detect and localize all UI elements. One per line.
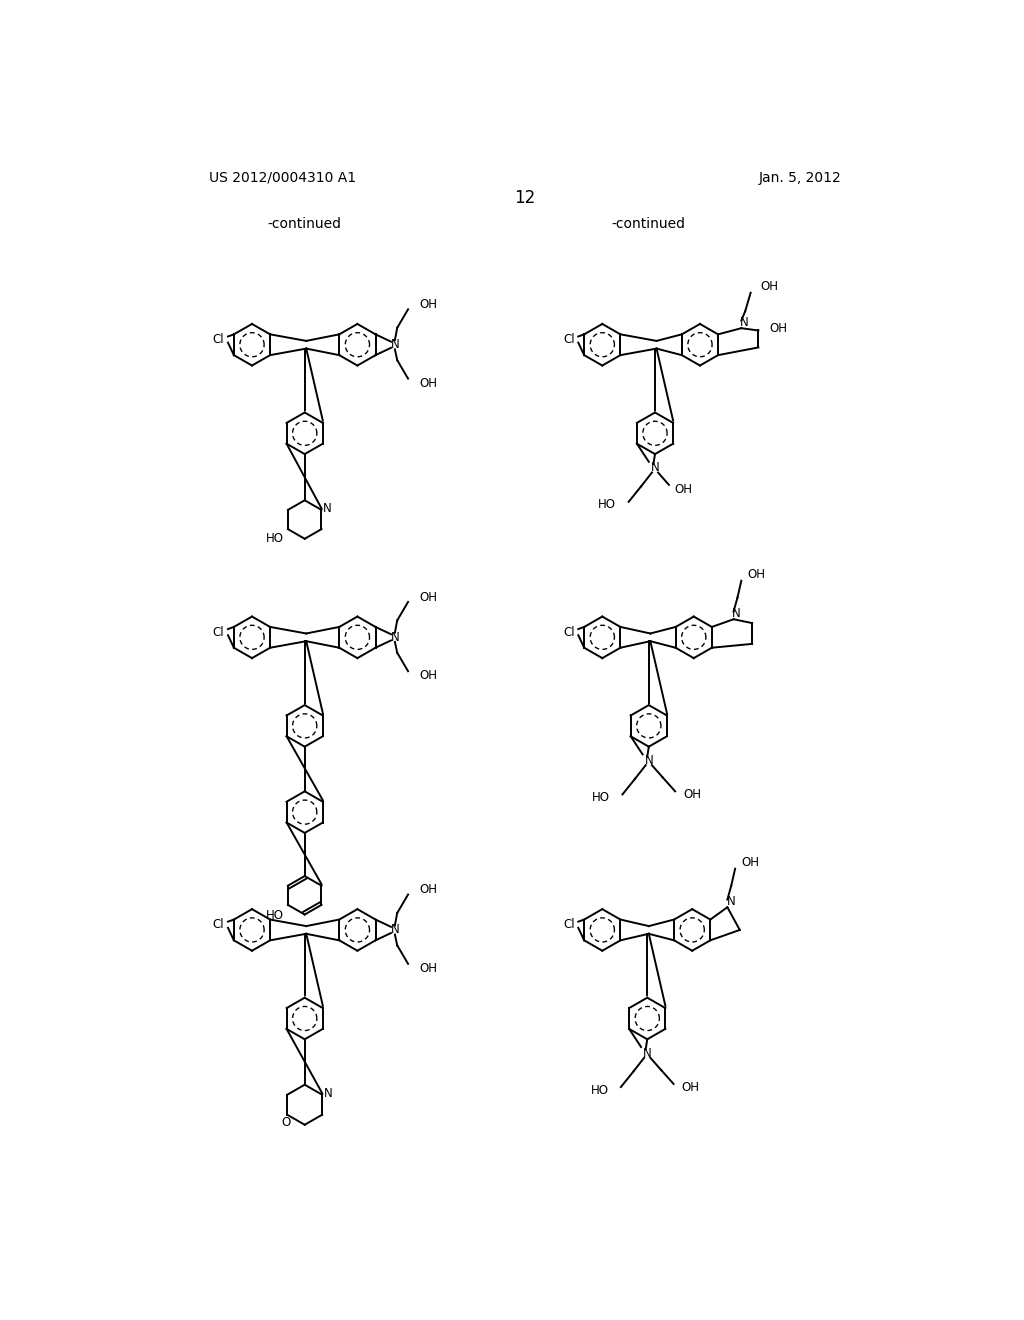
Text: HO: HO [598, 499, 616, 511]
Text: US 2012/0004310 A1: US 2012/0004310 A1 [209, 170, 356, 185]
Text: N: N [732, 607, 741, 620]
Text: N: N [644, 754, 653, 767]
Text: N: N [740, 317, 749, 329]
Text: N: N [390, 631, 399, 644]
Text: Cl: Cl [213, 626, 224, 639]
Text: Jan. 5, 2012: Jan. 5, 2012 [758, 170, 841, 185]
Text: -continued: -continued [267, 216, 342, 231]
Text: -continued: -continued [611, 216, 686, 231]
Text: Cl: Cl [563, 333, 574, 346]
Text: OH: OH [741, 857, 760, 869]
Text: OH: OH [681, 1081, 699, 1093]
Text: HO: HO [592, 791, 610, 804]
Text: HO: HO [266, 532, 284, 545]
Text: Cl: Cl [563, 626, 574, 639]
Text: N: N [324, 502, 332, 515]
Text: OH: OH [683, 788, 700, 801]
Text: Cl: Cl [213, 333, 224, 346]
Text: OH: OH [419, 883, 437, 896]
Text: N: N [650, 462, 659, 474]
Text: OH: OH [675, 483, 692, 496]
Text: O: O [281, 1115, 291, 1129]
Text: 12: 12 [514, 190, 536, 207]
Text: HO: HO [591, 1084, 608, 1097]
Text: N: N [390, 338, 399, 351]
Text: OH: OH [419, 669, 437, 682]
Text: OH: OH [419, 298, 437, 312]
Text: OH: OH [760, 280, 778, 293]
Text: N: N [324, 1086, 333, 1100]
Text: OH: OH [769, 322, 787, 335]
Text: OH: OH [419, 591, 437, 603]
Text: Cl: Cl [213, 919, 224, 931]
Text: OH: OH [419, 962, 437, 975]
Text: OH: OH [748, 568, 766, 581]
Text: N: N [643, 1047, 651, 1060]
Text: HO: HO [266, 909, 284, 923]
Text: OH: OH [419, 376, 437, 389]
Text: N: N [727, 895, 735, 908]
Text: N: N [390, 924, 399, 936]
Text: Cl: Cl [563, 919, 574, 931]
